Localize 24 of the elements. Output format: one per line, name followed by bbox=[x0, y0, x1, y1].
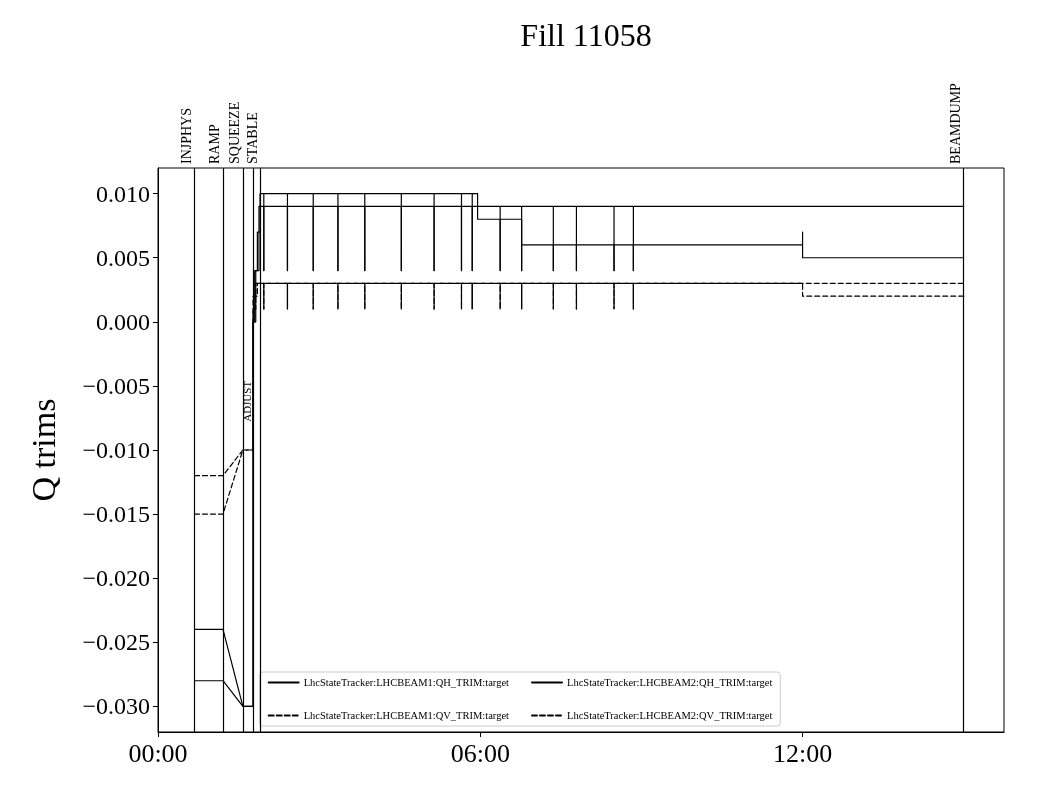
ref-line-label: ADJUST bbox=[240, 380, 253, 422]
ref-line-label: RAMP bbox=[207, 124, 223, 164]
chart-title: Fill 11058 bbox=[520, 17, 652, 53]
y-tick-label: −0.020 bbox=[82, 565, 150, 592]
legend-label: LhcStateTracker:LHCBEAM2:QV_TRIM:target bbox=[567, 710, 773, 721]
y-tick-label: −0.030 bbox=[82, 693, 150, 720]
y-tick-label: −0.010 bbox=[82, 437, 150, 463]
y-tick-label: −0.015 bbox=[82, 501, 150, 528]
legend-label: LhcStateTracker:LHCBEAM1:QV_TRIM:target bbox=[303, 710, 510, 721]
y-tick-label: 0.010 bbox=[96, 180, 150, 207]
legend-label: LhcStateTracker:LHCBEAM1:QH_TRIM:target bbox=[303, 677, 510, 688]
ref-line-label: INJPHYS bbox=[179, 107, 195, 164]
y-tick-label: 0.005 bbox=[96, 244, 150, 271]
y-tick-label: 0.000 bbox=[96, 308, 150, 335]
ref-line-label: STABLE bbox=[244, 112, 260, 164]
x-tick-label: 00:00 bbox=[128, 738, 188, 768]
y-tick-label: −0.025 bbox=[82, 629, 150, 656]
ref-line-label: SQUEEZE bbox=[227, 101, 243, 164]
x-tick-label: 06:00 bbox=[450, 738, 510, 768]
x-tick-label: 12:00 bbox=[772, 738, 833, 768]
ref-line-label: BEAMDUMP bbox=[948, 82, 964, 164]
y-axis-title: Q trims bbox=[24, 398, 62, 502]
y-tick-label: −0.005 bbox=[82, 372, 150, 399]
legend-label: LhcStateTracker:LHCBEAM2:QH_TRIM:target bbox=[567, 677, 773, 688]
